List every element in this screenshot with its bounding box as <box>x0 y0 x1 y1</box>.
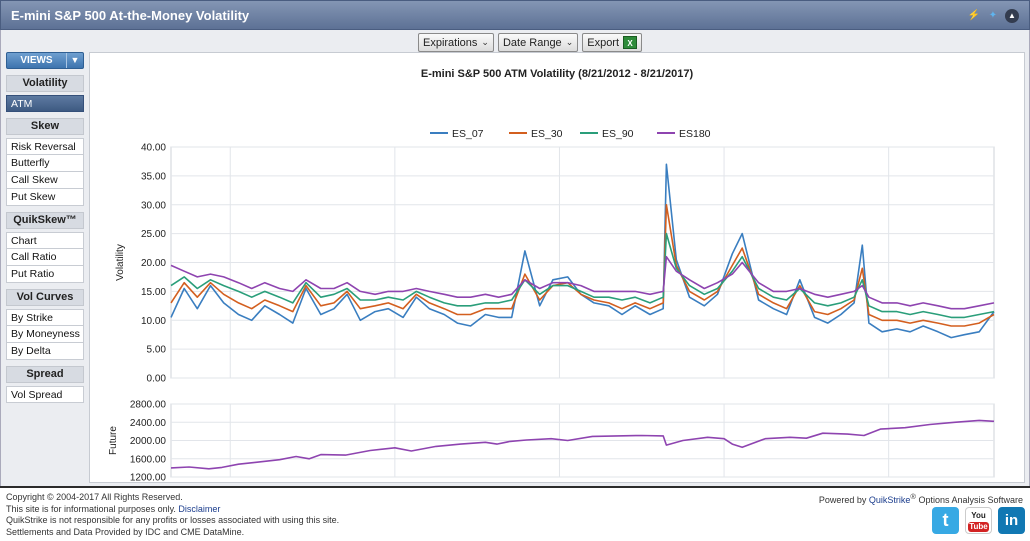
sidebar-item-atm[interactable]: ATM <box>6 95 84 112</box>
y-tick-label: 2400.00 <box>130 418 167 429</box>
footer: Copyright © 2004-2017 All Rights Reserve… <box>0 486 1030 541</box>
sidebar-item-put-ratio[interactable]: Put Ratio <box>6 266 84 283</box>
sidebar-item-vol-spread[interactable]: Vol Spread <box>6 386 84 403</box>
export-button[interactable]: Export X <box>582 33 643 52</box>
sidebar-item-call-skew[interactable]: Call Skew <box>6 172 84 189</box>
main-area: Expirations ⌄ Date Range ⌄ Export X VIEW… <box>0 30 1030 486</box>
y-axis-label: Future <box>108 426 119 455</box>
y-tick-label: 40.00 <box>141 143 166 154</box>
views-button[interactable]: VIEWS ▼ <box>6 52 84 69</box>
sidebar-item-by-moneyness[interactable]: By Moneyness <box>6 326 84 343</box>
series-line-es-30 <box>170 204 995 327</box>
y-tick-label: 30.00 <box>141 200 166 211</box>
powered-prefix: Powered by <box>818 495 869 505</box>
sidebar-item-risk-reversal[interactable]: Risk Reversal <box>6 138 84 155</box>
youtube-icon[interactable]: You Tube <box>965 507 992 534</box>
powered-suffix: Options Analysis Software <box>915 495 1023 505</box>
y-tick-label: 35.00 <box>141 171 166 182</box>
collapse-icon[interactable]: ▲ <box>1005 9 1019 23</box>
legend-label: ES_30 <box>531 128 563 140</box>
y-tick-label: 1200.00 <box>130 473 167 483</box>
section-header: Vol Curves <box>6 289 84 306</box>
powered-brand[interactable]: QuikStrike <box>868 495 911 505</box>
sidebar-item-by-delta[interactable]: By Delta <box>6 343 84 360</box>
series-line-es-07 <box>170 163 995 339</box>
registered-mark: ® <box>910 492 916 501</box>
expirations-dropdown[interactable]: Expirations ⌄ <box>418 33 494 52</box>
twitter-icon[interactable]: t <box>932 507 959 534</box>
chevron-down-icon: ⌄ <box>565 37 574 47</box>
series-line-future <box>170 419 995 470</box>
sidebar-item-butterfly[interactable]: Butterfly <box>6 155 84 172</box>
expirations-label: Expirations <box>423 36 478 49</box>
y-tick-label: 5.00 <box>147 345 167 356</box>
y-tick-label: 2000.00 <box>130 436 167 447</box>
section-header: Skew <box>6 118 84 135</box>
lightning-icon[interactable]: ⚡ <box>967 10 981 21</box>
sidebar-item-by-strike[interactable]: By Strike <box>6 309 84 326</box>
linkedin-icon[interactable]: in <box>998 507 1025 534</box>
y-tick-label: 20.00 <box>141 258 166 269</box>
app-title: E-mini S&P 500 At-the-Money Volatility <box>11 8 250 23</box>
toolbar: Expirations ⌄ Date Range ⌄ Export X <box>418 33 643 52</box>
date-range-label: Date Range <box>502 36 562 49</box>
legend-label: ES_07 <box>452 128 484 140</box>
sidebar-item-call-ratio[interactable]: Call Ratio <box>6 249 84 266</box>
disclaimer-link[interactable]: Disclaimer <box>178 503 221 514</box>
copyright-text: Copyright © 2004-2017 All Rights Reserve… <box>6 492 183 502</box>
views-label: VIEWS <box>20 55 53 66</box>
y-axis-label: Volatility <box>115 244 126 281</box>
sidebar-item-chart[interactable]: Chart <box>6 232 84 249</box>
series-line-es180 <box>170 255 995 310</box>
responsibility-text: QuikStrike is not responsible for any pr… <box>6 515 340 525</box>
legend-label: ES_90 <box>602 128 634 140</box>
chart-title: E-mini S&P 500 ATM Volatility (8/21/2012… <box>420 68 694 80</box>
section-header: Spread <box>6 366 84 383</box>
y-tick-label: 15.00 <box>141 287 166 298</box>
chevron-down-icon: ⌄ <box>481 37 489 47</box>
series-line-es-90 <box>170 232 995 319</box>
social-links: t You Tube in <box>932 507 1025 534</box>
twitter-icon[interactable]: ✦ <box>988 10 998 21</box>
legend-label: ES180 <box>679 128 711 140</box>
y-tick-label: 1600.00 <box>130 454 167 465</box>
export-label: Export <box>587 36 620 49</box>
info-text: This site is for informational purposes … <box>6 503 176 514</box>
chevron-down-icon[interactable]: ▼ <box>66 53 83 68</box>
powered-by: Powered by QuikStrike® Options Analysis … <box>819 492 1023 505</box>
title-bar: E-mini S&P 500 At-the-Money Volatility ⚡… <box>0 0 1030 30</box>
chart-svg: ES_07 ES_30 ES_90 ES180 40.00 35.00 30.00 25.00… <box>108 128 995 483</box>
y-tick-label: 10.00 <box>141 316 166 327</box>
y-tick-label: 2800.00 <box>130 400 167 411</box>
excel-icon: X <box>623 36 638 49</box>
settlement-text: Settlements and Data Provided by IDC and… <box>6 526 245 537</box>
date-range-dropdown[interactable]: Date Range ⌄ <box>497 33 579 52</box>
section-header: QuikSkew™ <box>6 212 84 229</box>
y-tick-label: 0.00 <box>147 374 167 385</box>
y-tick-label: 25.00 <box>141 229 166 240</box>
section-header: Volatility <box>6 75 84 92</box>
sidebar: VIEWS ▼ Volatility ATM Skew Risk Reversal Bu… <box>6 52 86 403</box>
sidebar-item-put-skew[interactable]: Put Skew <box>6 189 84 206</box>
chart-panel: E-mini S&P 500 ATM Volatility (8/21/2012… <box>89 52 1025 483</box>
